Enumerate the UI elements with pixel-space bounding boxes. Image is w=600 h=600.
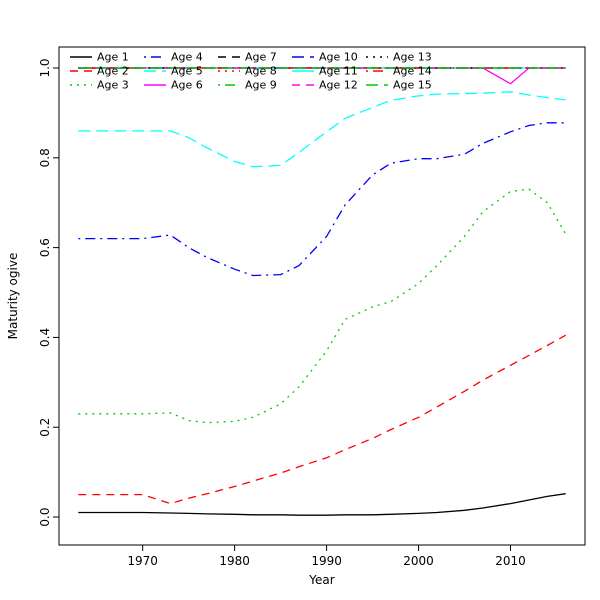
legend-entry-age-6: Age 6 — [144, 79, 203, 92]
legend-entry-age-14: Age 14 — [366, 65, 432, 78]
legend-label-age-11: Age 11 — [319, 65, 358, 78]
legend-entry-age-1: Age 1 — [70, 51, 129, 64]
y-tick-label: 0.4 — [38, 328, 52, 347]
legend-entry-age-11: Age 11 — [292, 65, 358, 78]
legend-label-age-13: Age 13 — [393, 51, 432, 64]
series-line-age-3 — [78, 188, 567, 424]
x-tick-label: 1990 — [311, 554, 342, 568]
series-lines-group — [78, 67, 567, 516]
legend-label-age-14: Age 14 — [393, 65, 432, 78]
legend-entry-age-10: Age 10 — [292, 51, 358, 64]
legend-label-age-6: Age 6 — [171, 79, 203, 92]
x-tick-label: 2000 — [403, 554, 434, 568]
series-line-age-1 — [78, 493, 566, 516]
y-tick-label: 1.0 — [38, 58, 52, 77]
legend-entry-age-9: Age 9 — [218, 79, 277, 92]
legend-entry-age-3: Age 3 — [70, 79, 129, 92]
x-tick-label: 1980 — [219, 554, 250, 568]
legend-label-age-5: Age 5 — [171, 65, 203, 78]
legend-label-age-1: Age 1 — [97, 51, 129, 64]
legend-label-age-10: Age 10 — [319, 51, 358, 64]
legend-entry-age-8: Age 8 — [218, 65, 277, 78]
legend-label-age-2: Age 2 — [97, 65, 129, 78]
y-axis-title: Maturity ogive — [6, 253, 20, 340]
y-tick-label: 0.8 — [38, 148, 52, 167]
legend-label-age-9: Age 9 — [245, 79, 277, 92]
series-line-age-5 — [78, 91, 566, 168]
legend-label-age-8: Age 8 — [245, 65, 277, 78]
x-axis-title: Year — [308, 573, 334, 587]
series-line-age-4 — [78, 122, 566, 277]
legend-entry-age-2: Age 2 — [70, 65, 129, 78]
legend-label-age-7: Age 7 — [245, 51, 277, 64]
legend-label-age-15: Age 15 — [393, 79, 432, 92]
legend-entry-age-5: Age 5 — [144, 65, 203, 78]
legend-label-age-12: Age 12 — [319, 79, 358, 92]
legend-entry-age-15: Age 15 — [366, 79, 432, 92]
axes-group: 1970 1980 1990 2000 2010 0.0 0.2 0.4 0.6 0.8 1.0 — [38, 58, 526, 568]
y-tick-label: 0.6 — [38, 238, 52, 257]
legend-entry-age-7: Age 7 — [218, 51, 277, 64]
legend-entry-age-12: Age 12 — [292, 79, 358, 92]
x-tick-label: 2010 — [495, 554, 526, 568]
legend-label-age-3: Age 3 — [97, 79, 129, 92]
legend-entry-age-13: Age 13 — [366, 51, 432, 64]
y-tick-label: 0.2 — [38, 418, 52, 437]
legend-label-age-4: Age 4 — [171, 51, 203, 64]
legend-entry-age-4: Age 4 — [144, 51, 203, 64]
series-line-age-2 — [78, 334, 567, 505]
x-tick-label: 1970 — [127, 554, 158, 568]
plot-box — [58, 46, 586, 546]
y-tick-label: 0.0 — [38, 507, 52, 526]
